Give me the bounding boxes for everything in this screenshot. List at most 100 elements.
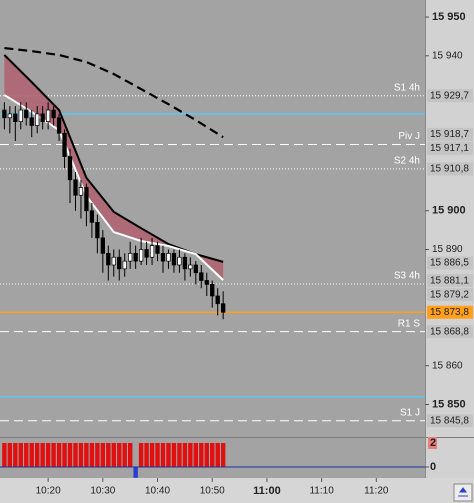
price-tag-label: 15 881,1 — [430, 275, 469, 286]
indicator-bar — [29, 442, 34, 467]
x-tick-label: 11:10 — [309, 486, 334, 497]
x-tick-label: 10:20 — [36, 486, 61, 497]
price-tag-label: 15 845,8 — [430, 415, 469, 426]
moving-average — [4, 46, 224, 139]
price-axis — [425, 0, 474, 478]
indicator-bar — [67, 442, 73, 467]
indicator-bar — [18, 442, 23, 467]
candle-body — [155, 245, 160, 254]
price-tag — [427, 89, 473, 103]
time-axis — [0, 478, 474, 503]
indicator-bar — [127, 442, 133, 467]
candle-body — [56, 117, 62, 134]
candle-body — [210, 284, 215, 297]
plot-background — [0, 0, 425, 478]
price-tag-label: 15 929,7 — [430, 90, 469, 101]
indicator-bar — [117, 442, 122, 467]
level-label: S3 4h — [394, 271, 420, 282]
candle-body — [160, 253, 166, 262]
price-tag-label: 15 917,1 — [430, 143, 469, 154]
candle-body — [106, 253, 111, 266]
candle-body — [111, 256, 116, 266]
candle-body — [84, 187, 89, 212]
candle-body — [144, 249, 149, 258]
indicator-bar — [215, 442, 220, 467]
candle-body — [13, 113, 18, 122]
indicator-bar — [166, 442, 171, 467]
candle-body — [204, 280, 209, 285]
level-label: S1 J — [400, 407, 420, 418]
indicator-bar — [7, 442, 13, 467]
price-tag — [427, 141, 473, 155]
candle-body — [67, 156, 73, 181]
price-tag-label: 15 873,8 — [430, 307, 469, 318]
candle-body — [221, 303, 226, 313]
candle-body — [138, 249, 144, 262]
candle-body — [199, 272, 204, 281]
candle-body — [35, 113, 40, 126]
candle-body — [171, 253, 177, 266]
y-tick-label: 15 940 — [432, 50, 463, 61]
candle-body — [29, 117, 34, 126]
indicator-bar — [13, 442, 18, 467]
candle-body — [40, 113, 45, 122]
candle-body — [166, 253, 171, 262]
price-tag — [427, 288, 473, 302]
price-tag-label: 15 879,2 — [430, 289, 469, 300]
y-tick-label: 15 860 — [432, 360, 463, 371]
indicator-bar — [40, 442, 45, 467]
candle-body — [51, 109, 56, 119]
indicator-bar — [171, 442, 177, 467]
candle-body — [182, 256, 188, 270]
indicator-bar — [210, 442, 215, 467]
indicator-bar — [106, 442, 111, 467]
indicator-bar — [188, 442, 193, 467]
candle-body — [7, 113, 12, 119]
price-tag-label: 15 918,7 — [430, 129, 469, 140]
y-tick-label: 15 900 — [432, 205, 466, 217]
x-tick-label: 11:20 — [364, 486, 389, 497]
indicator-bar — [160, 442, 166, 467]
x-tick-label: 10:50 — [200, 486, 225, 497]
price-tag-label: 15 868,8 — [430, 326, 469, 337]
candle-body — [128, 253, 133, 262]
candle-body — [78, 187, 84, 196]
candle-body — [193, 264, 198, 274]
indicator-bar — [2, 442, 7, 467]
candle-body — [24, 109, 29, 119]
indicator-bar — [78, 442, 84, 467]
indicator-bar — [204, 442, 209, 467]
y-tick-label: 15 850 — [432, 398, 466, 410]
indicator-bar — [56, 442, 62, 467]
candle-body — [215, 295, 220, 305]
candle-body — [62, 132, 67, 157]
indicator-bar — [149, 442, 155, 467]
price-tag — [427, 274, 473, 288]
indicator-bar — [144, 442, 149, 467]
price-tag — [427, 325, 473, 339]
x-tick-label: 10:40 — [145, 486, 170, 497]
candle-body — [95, 222, 100, 239]
indicator-bar — [84, 442, 89, 467]
price-tag — [427, 305, 473, 319]
scroll-icon — [458, 487, 468, 497]
candle-body — [122, 260, 127, 270]
indicator-bar — [220, 442, 226, 467]
indicator-bar — [34, 442, 40, 467]
price-tag — [427, 162, 473, 176]
candle-body — [133, 253, 138, 262]
candle-body — [45, 109, 51, 122]
candle-body — [73, 179, 78, 196]
indicator-bar — [122, 442, 127, 467]
candle-body — [188, 264, 193, 270]
candle-body — [89, 210, 95, 223]
indicator-bar — [199, 442, 204, 467]
candle-body — [2, 109, 7, 119]
indicator-bar — [73, 442, 78, 467]
indicator-bar — [24, 442, 29, 467]
y-tick-label: 15 890 — [432, 244, 463, 255]
price-tag — [427, 256, 473, 270]
indicator-bar — [111, 442, 116, 467]
indicator-bar — [138, 442, 144, 467]
